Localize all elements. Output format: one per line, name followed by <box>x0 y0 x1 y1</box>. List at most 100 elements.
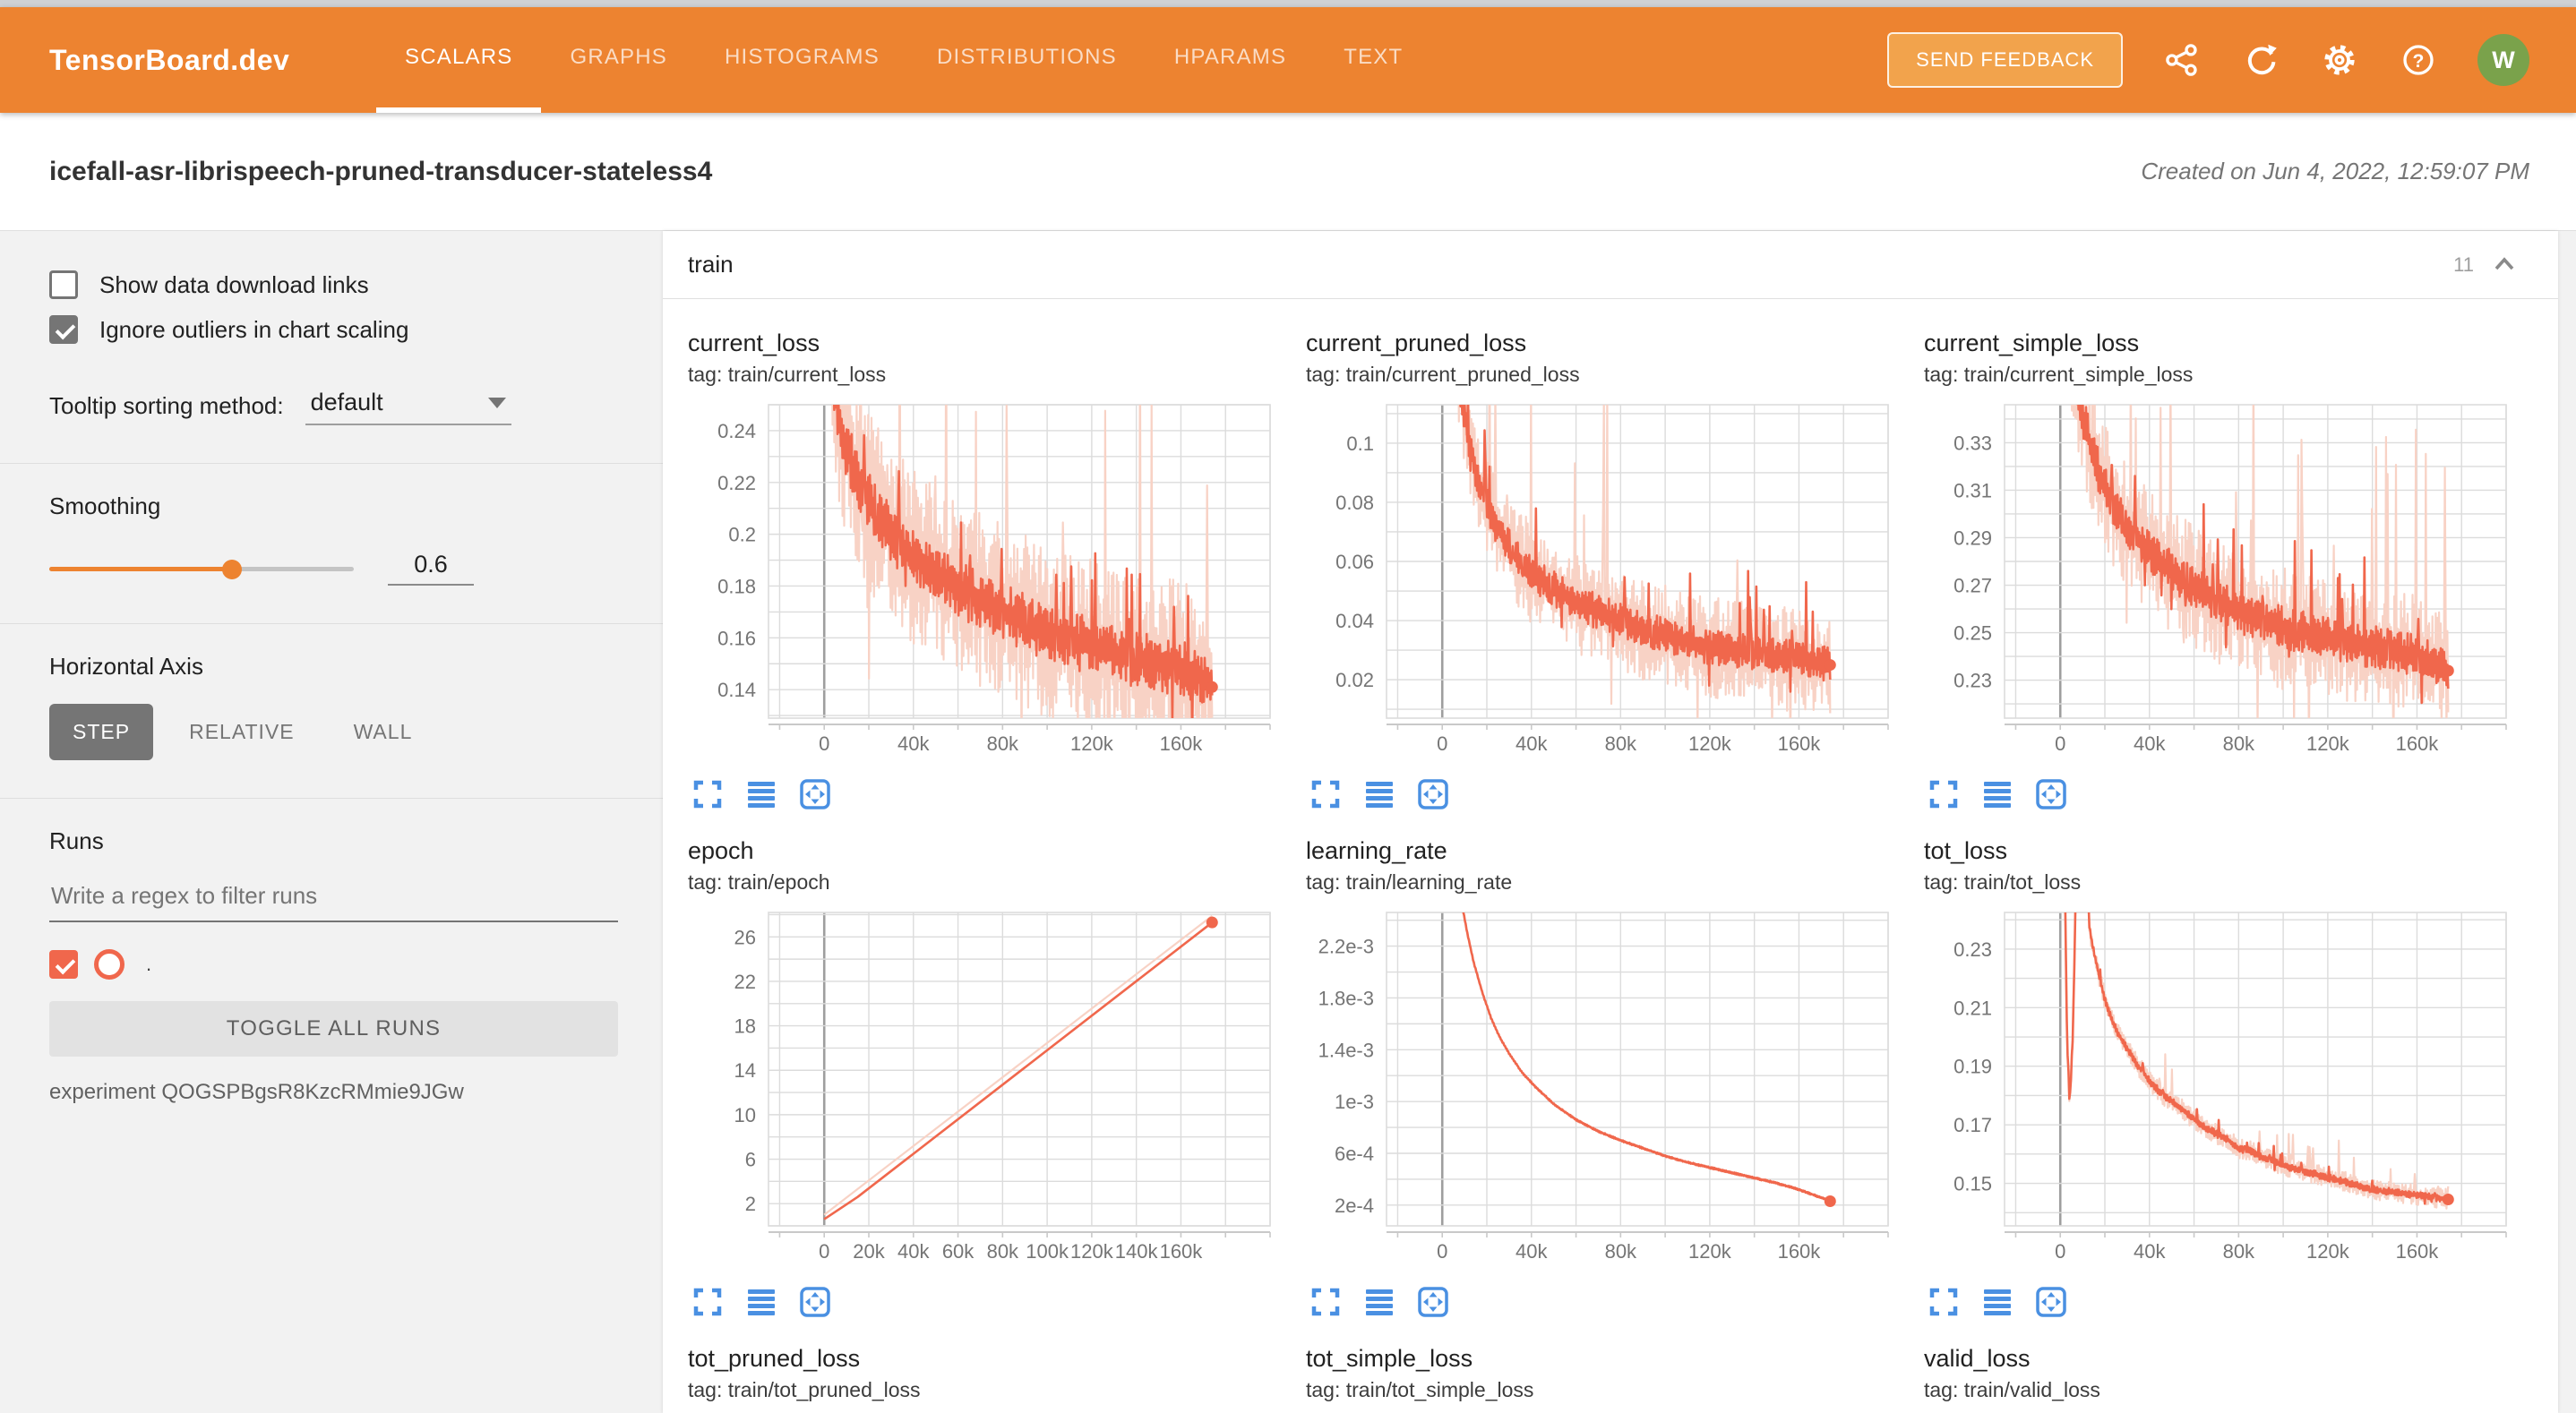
experiment-title-bar: icefall-asr-librispeech-pruned-transduce… <box>0 113 2576 231</box>
chart-plot-current_pruned_loss[interactable]: 0 40k 80k 120k 160k 0.02 0.04 0.06 0.08 0.1 <box>1306 398 1897 756</box>
tooltip-sorting-select[interactable]: default <box>305 389 511 425</box>
chart-plot-current_loss[interactable]: 0 40k 80k 120k 160k 0.14 0.16 0.18 0.2 0.22 0.24 <box>688 398 1279 756</box>
svg-text:0.18: 0.18 <box>717 575 756 597</box>
svg-text:20k: 20k <box>853 1240 885 1263</box>
log-scale-toggle-icon[interactable] <box>1363 1286 1395 1318</box>
svg-text:80k: 80k <box>987 732 1019 755</box>
chart-plot-epoch[interactable]: 0 20k 40k 60k 80k 100k 120k 140k 160k26101418222… <box>688 905 1279 1263</box>
appbar-actions: SEND FEEDBACK <box>1887 7 2576 113</box>
svg-text:1e-3: 1e-3 <box>1335 1091 1374 1113</box>
fit-domain-icon[interactable] <box>799 778 831 810</box>
chart-tag: tag: train/learning_rate <box>1306 870 1513 894</box>
chart-tag: tag: train/current_pruned_loss <box>1306 363 1580 386</box>
tab-histograms[interactable]: HISTOGRAMS <box>725 45 880 69</box>
tooltip-sorting-row: Tooltip sorting method: default <box>49 389 618 425</box>
expand-chart-icon[interactable] <box>1928 1286 1960 1318</box>
svg-text:0: 0 <box>1437 1240 1447 1263</box>
chart-tag: tag: train/epoch <box>688 870 830 894</box>
log-scale-toggle-icon[interactable] <box>1981 778 2014 810</box>
svg-text:60k: 60k <box>942 1240 975 1263</box>
tab-text[interactable]: TEXT <box>1344 45 1404 69</box>
train-group-header[interactable]: train 11 <box>663 231 2558 299</box>
expand-chart-icon[interactable] <box>691 778 724 810</box>
run-checkbox[interactable] <box>49 950 78 979</box>
svg-text:0: 0 <box>2055 1240 2065 1263</box>
svg-text:0: 0 <box>2055 732 2065 755</box>
slider-thumb[interactable] <box>222 559 242 579</box>
chart-toolbar <box>1924 1286 2515 1318</box>
app-logo[interactable]: TensorBoard.dev <box>49 43 290 76</box>
svg-text:80k: 80k <box>2223 732 2255 755</box>
log-scale-toggle-icon[interactable] <box>1363 778 1395 810</box>
svg-text:100k: 100k <box>1026 1240 1069 1263</box>
chart-plot-current_simple_loss[interactable]: 0 40k 80k 120k 160k 0.23 0.25 0.27 0.29 0.31 0.33 <box>1924 398 2515 756</box>
axis-option-wall[interactable]: WALL <box>331 704 436 760</box>
svg-text:0.23: 0.23 <box>1953 938 1992 961</box>
svg-text:6e-4: 6e-4 <box>1335 1143 1374 1165</box>
log-scale-toggle-icon[interactable] <box>1981 1286 2014 1318</box>
created-timestamp: Created on Jun 4, 2022, 12:59:07 PM <box>2141 158 2529 184</box>
fit-domain-icon[interactable] <box>799 1286 831 1318</box>
fit-domain-icon[interactable] <box>1417 778 1449 810</box>
ignore-outliers-row[interactable]: Ignore outliers in chart scaling <box>49 315 618 344</box>
tab-hparams[interactable]: HPARAMS <box>1173 45 1287 69</box>
chevron-down-icon <box>487 397 506 408</box>
show-download-links-checkbox[interactable] <box>49 270 78 299</box>
svg-text:0.08: 0.08 <box>1335 492 1374 514</box>
svg-text:0.06: 0.06 <box>1335 551 1374 573</box>
chart-title: tot_pruned_loss <box>688 1345 861 1372</box>
svg-text:160k: 160k <box>2396 1240 2440 1263</box>
svg-text:0.2: 0.2 <box>728 524 756 546</box>
avatar[interactable]: W <box>2477 34 2529 86</box>
expand-chart-icon[interactable] <box>691 1286 724 1318</box>
toggle-all-runs-button[interactable]: TOGGLE ALL RUNS <box>49 1001 618 1057</box>
fit-domain-icon[interactable] <box>2035 778 2067 810</box>
chart-tag: tag: train/tot_simple_loss <box>1306 1378 1534 1401</box>
svg-text:0.24: 0.24 <box>717 420 756 442</box>
svg-text:2.2e-3: 2.2e-3 <box>1318 936 1374 958</box>
axis-option-step[interactable]: STEP <box>49 704 154 760</box>
fit-domain-icon[interactable] <box>1417 1286 1449 1318</box>
refresh-icon[interactable] <box>2241 40 2280 80</box>
fit-domain-icon[interactable] <box>2035 1286 2067 1318</box>
show-download-links-row[interactable]: Show data download links <box>49 270 618 299</box>
settings-icon[interactable] <box>2320 40 2359 80</box>
svg-text:0.17: 0.17 <box>1953 1114 1992 1136</box>
share-icon[interactable] <box>2162 40 2202 80</box>
svg-text:0: 0 <box>1437 732 1447 755</box>
chevron-up-icon[interactable] <box>2490 251 2519 279</box>
sidebar-divider <box>0 623 663 624</box>
ignore-outliers-checkbox[interactable] <box>49 315 78 344</box>
smoothing-value[interactable]: 0.6 <box>388 551 474 586</box>
send-feedback-button[interactable]: SEND FEEDBACK <box>1887 32 2123 88</box>
expand-chart-icon[interactable] <box>1309 1286 1342 1318</box>
svg-text:40k: 40k <box>897 1240 930 1263</box>
axis-option-relative[interactable]: RELATIVE <box>166 704 318 760</box>
chart-plot-learning_rate[interactable]: 0 40k 80k 120k 160k 2e-4 6e-4 1e-3 1.4e-3 1.8e-3 2… <box>1306 905 1897 1263</box>
svg-text:14: 14 <box>734 1059 756 1082</box>
chart-card-tot_simple_loss: tot_simple_loss tag: train/tot_simple_los… <box>1306 1345 1897 1413</box>
tab-distributions[interactable]: DISTRIBUTIONS <box>936 45 1117 69</box>
svg-text:0.22: 0.22 <box>717 472 756 494</box>
log-scale-toggle-icon[interactable] <box>745 1286 777 1318</box>
svg-text:0.21: 0.21 <box>1953 997 1992 1019</box>
run-color-swatch[interactable] <box>94 949 125 980</box>
svg-text:160k: 160k <box>1778 732 1822 755</box>
smoothing-slider[interactable] <box>49 559 354 579</box>
chart-count: 11 <box>2453 253 2474 276</box>
tab-graphs[interactable]: GRAPHS <box>570 45 668 69</box>
tooltip-sorting-label: Tooltip sorting method: <box>49 392 284 419</box>
chart-plot-tot_loss[interactable]: 0 40k 80k 120k 160k 0.15 0.17 0.19 0.21 0.23 <box>1924 905 2515 1263</box>
svg-text:160k: 160k <box>1778 1240 1822 1263</box>
help-icon[interactable]: ? <box>2399 40 2438 80</box>
slider-fill <box>49 566 232 571</box>
runs-filter-input[interactable] <box>49 877 618 922</box>
svg-text:40k: 40k <box>2134 732 2166 755</box>
chart-title: current_loss <box>688 330 820 356</box>
expand-chart-icon[interactable] <box>1928 778 1960 810</box>
log-scale-toggle-icon[interactable] <box>745 778 777 810</box>
svg-text:120k: 120k <box>1070 1240 1114 1263</box>
ignore-outliers-label: Ignore outliers in chart scaling <box>99 315 409 343</box>
tab-scalars[interactable]: SCALARS <box>376 7 542 113</box>
expand-chart-icon[interactable] <box>1309 778 1342 810</box>
